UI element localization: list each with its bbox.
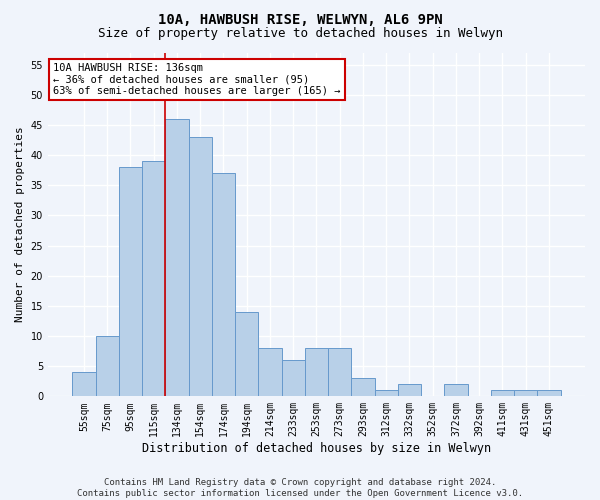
Bar: [398, 384, 421, 396]
Bar: [95, 336, 119, 396]
Bar: [352, 378, 374, 396]
Bar: [491, 390, 514, 396]
Y-axis label: Number of detached properties: Number of detached properties: [15, 126, 25, 322]
Text: Size of property relative to detached houses in Welwyn: Size of property relative to detached ho…: [97, 28, 503, 40]
Text: Contains HM Land Registry data © Crown copyright and database right 2024.
Contai: Contains HM Land Registry data © Crown c…: [77, 478, 523, 498]
Bar: [235, 312, 259, 396]
Bar: [188, 137, 212, 396]
X-axis label: Distribution of detached houses by size in Welwyn: Distribution of detached houses by size …: [142, 442, 491, 455]
Text: 10A HAWBUSH RISE: 136sqm
← 36% of detached houses are smaller (95)
63% of semi-d: 10A HAWBUSH RISE: 136sqm ← 36% of detach…: [53, 63, 341, 96]
Bar: [212, 173, 235, 396]
Bar: [328, 348, 352, 397]
Bar: [538, 390, 560, 396]
Bar: [119, 167, 142, 396]
Bar: [514, 390, 538, 396]
Bar: [281, 360, 305, 397]
Bar: [259, 348, 281, 397]
Text: 10A, HAWBUSH RISE, WELWYN, AL6 9PN: 10A, HAWBUSH RISE, WELWYN, AL6 9PN: [158, 12, 442, 26]
Bar: [305, 348, 328, 397]
Bar: [374, 390, 398, 396]
Bar: [142, 161, 166, 396]
Bar: [73, 372, 95, 396]
Bar: [445, 384, 467, 396]
Bar: [166, 119, 188, 396]
